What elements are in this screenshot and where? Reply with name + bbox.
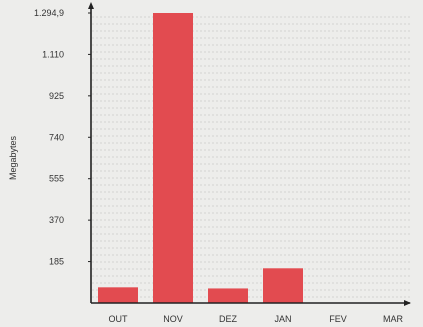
y-tick-label: 740 — [49, 132, 64, 142]
y-tick-label: 370 — [49, 215, 64, 225]
x-tick-labels: OUT NOV DEZ JAN FEV MAR — [109, 314, 404, 324]
bar-jan — [263, 268, 303, 303]
y-tick-labels: 185 370 555 740 925 1.110 1.294,9 — [34, 8, 91, 267]
y-tick-label: 185 — [49, 257, 64, 267]
y-axis-label: Megabytes — [8, 135, 18, 180]
x-tick-label: JAN — [274, 314, 291, 324]
x-axis-arrow — [404, 300, 411, 306]
axes — [88, 2, 411, 306]
bar-nov — [153, 13, 193, 303]
y-tick-label: 1.110 — [42, 49, 64, 59]
bars — [98, 13, 303, 303]
x-tick-label: FEV — [329, 314, 347, 324]
x-tick-label: OUT — [109, 314, 129, 324]
grid-lines — [92, 16, 410, 298]
bar-dez — [208, 288, 248, 303]
x-tick-label: DEZ — [219, 314, 238, 324]
y-tick-label: 925 — [49, 91, 64, 101]
y-tick-label: 1.294,9 — [34, 8, 64, 18]
y-tick-label: 555 — [49, 174, 64, 184]
y-axis-arrow — [88, 2, 94, 9]
x-tick-label: MAR — [383, 314, 404, 324]
x-tick-label: NOV — [163, 314, 183, 324]
bar-out — [98, 287, 138, 303]
